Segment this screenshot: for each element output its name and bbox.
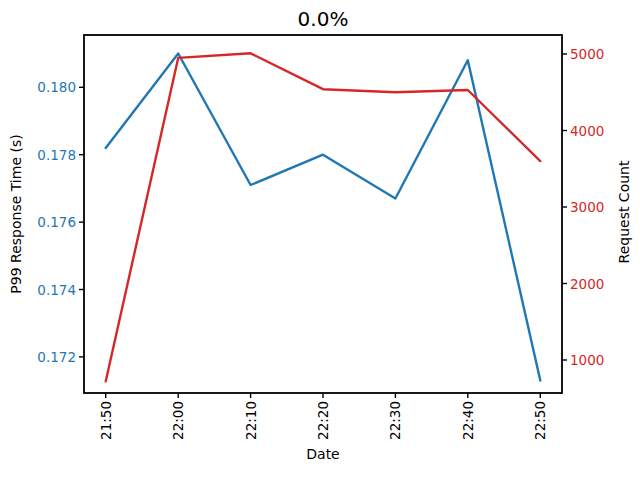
right-y-tick-label: 1000	[570, 352, 604, 368]
x-tick-label: 22:00	[170, 401, 186, 440]
right-y-axis-label: Request Count	[616, 160, 632, 263]
dual-axis-line-chart: 0.0% Date P99 Response Time (s) Request …	[0, 0, 640, 480]
left-y-tick-label: 0.180	[37, 79, 76, 95]
left-y-tick-label: 0.178	[37, 147, 76, 163]
right-y-tick-label: 2000	[570, 276, 604, 292]
right-y-tick-label: 3000	[570, 199, 604, 215]
x-tick-label: 22:20	[315, 401, 331, 440]
left-y-tick-label: 0.174	[37, 282, 76, 298]
p99-response-time-line	[106, 54, 541, 381]
x-tick-label: 21:50	[98, 401, 114, 440]
x-tick-label: 22:40	[460, 401, 476, 440]
chart-figure: 0.0% Date P99 Response Time (s) Request …	[0, 0, 640, 480]
x-tick-label: 22:10	[243, 401, 259, 440]
right-y-tick-label: 5000	[570, 46, 604, 62]
x-axis-label: Date	[306, 446, 339, 462]
right-y-tick-label: 4000	[570, 123, 604, 139]
left-y-tick-label: 0.176	[37, 214, 76, 230]
x-tick-label: 22:30	[387, 401, 403, 440]
left-y-tick-label: 0.172	[37, 349, 76, 365]
left-y-axis-label: P99 Response Time (s)	[8, 134, 24, 293]
chart-title: 0.0%	[298, 7, 349, 31]
plot-area: 21:50 22:00 22:10 22:20 22:30 22:40 22:50 0.172…	[37, 35, 604, 440]
request-count-line	[106, 53, 541, 381]
x-tick-label: 22:50	[532, 401, 548, 440]
